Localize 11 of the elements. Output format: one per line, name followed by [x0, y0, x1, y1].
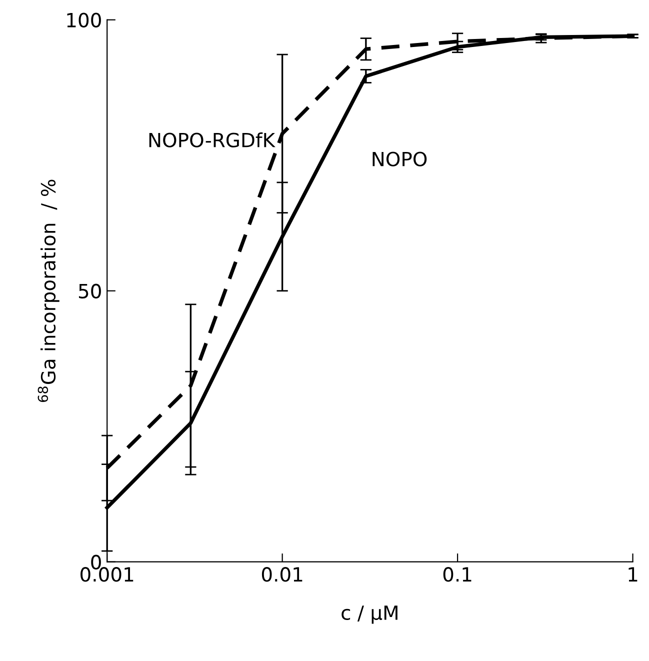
- x-tick-label: 1: [628, 567, 638, 582]
- series-label: NOPO-RGDfK: [149, 132, 276, 148]
- y-tick-label: 50: [78, 284, 101, 299]
- x-axis-title: c / μM: [342, 606, 398, 624]
- y-tick-label: 0: [91, 554, 101, 570]
- x-tick-label: 0.01: [262, 567, 302, 582]
- text: NOPO: [372, 152, 427, 166]
- y-tick-label: 100: [67, 12, 101, 28]
- x-tick-label: 0.001: [80, 567, 134, 582]
- y-axis-title: $^{68}$Ga incorporation / %: [38, 180, 60, 402]
- x-tick-label: 0.1: [443, 567, 472, 582]
